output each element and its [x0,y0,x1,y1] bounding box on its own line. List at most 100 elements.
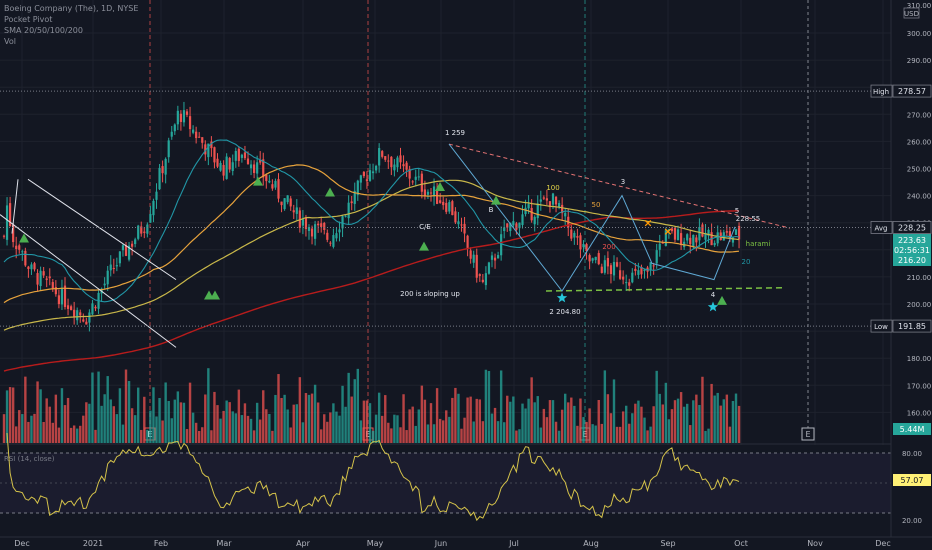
candle-body [521,214,524,225]
volume-bar [518,429,521,443]
volume-bar [329,412,332,443]
volume-bar [33,413,36,443]
candle-body [469,250,472,259]
time-axis[interactable]: Dec 2021 Feb Mar Apr May Jun Jul Aug Sep Oct Nov Dec [0,536,932,548]
candle-body [609,265,613,275]
volume-bar [94,429,97,443]
candle-body [387,160,390,162]
candle-body [472,254,475,263]
volume-bar [377,392,381,443]
price-tick: 250.00 [907,166,932,174]
volume-bar [182,402,186,443]
volume-bar [463,417,466,443]
candle-body [698,227,701,241]
volume-bar [304,393,308,443]
candle-body [411,181,414,183]
volume-bar [676,398,680,443]
volume-bar [161,420,164,443]
volume-bar [194,422,198,443]
volume-bar [542,408,546,443]
volume-bar [701,376,704,443]
candle-body [295,207,298,214]
volume-bar [618,426,622,443]
sma-100-line [3,179,740,331]
legend-symbol[interactable]: Boeing Company (The), 1D, NYSE [4,4,139,13]
candle-body [701,224,704,237]
volume-bar [259,419,262,443]
pocket-pivot-marker [491,195,501,205]
volume-bar [109,399,112,443]
volume-bar [280,397,283,443]
volume-bar [301,422,305,443]
badge-label-box [870,319,893,333]
volume-bar [512,396,515,443]
volume-bar [335,411,338,443]
volume-bar [667,419,671,443]
volume-bar [658,393,661,443]
rsi-line [6,432,740,522]
candle-body [600,266,603,273]
currency-box [903,7,920,19]
candle-body [256,162,259,174]
wave-1-label: 1 259 [445,129,465,137]
time-tick: 2021 [83,539,103,548]
volume-bar [149,410,152,443]
volume-bar [8,387,12,443]
candle-body [603,260,606,273]
candle-body [323,222,326,230]
badge-label: Avg [875,224,888,232]
candle-body [670,228,674,232]
candle-body [48,276,51,279]
volume-bar [609,413,613,443]
volume-bar [27,421,30,443]
candle-body [298,210,301,228]
rsi-background [0,445,891,537]
candle-body [268,180,271,183]
harami-label: harami [746,240,771,248]
badge-value-box [892,84,932,98]
candle-body [85,321,88,325]
candle-body [228,157,231,170]
volume-bar [527,398,530,443]
volume-bar [338,415,341,443]
badge-value: 223.63 [898,236,926,245]
volume-bar [228,402,231,443]
candle-body [173,124,176,132]
candle-body [54,287,57,295]
candle-body [487,262,491,274]
candle-body [57,295,60,305]
volume-bar [365,400,369,443]
volume-bar [198,430,201,443]
trend-drawings[interactable] [0,90,891,348]
volume-bar [191,412,195,443]
volume-bar [399,427,402,443]
candle-body [283,198,286,210]
legend-indicator-vol[interactable]: Vol [4,37,16,46]
volume-bar [438,418,442,443]
volume-bar [646,430,649,443]
volume-bar [564,393,567,443]
pocket-pivot-marker [253,176,263,186]
candle-body [570,229,573,239]
candle-body [118,251,121,264]
candle-body [524,207,527,215]
volume-bar [152,387,155,443]
volume-bar [237,389,241,443]
resistance-trendline [448,143,791,229]
volume-bar [524,408,527,443]
volume-bar [155,416,158,443]
volume-bar [179,402,183,443]
time-tick: Mar [216,539,232,548]
pocket-pivot-marker [325,187,335,197]
candle-body [182,110,186,123]
volume-bar [219,418,222,443]
candle-body [234,150,237,161]
candle-body [695,237,698,243]
candle-body [36,273,39,285]
legend-indicator-sma[interactable]: SMA 20/50/100/200 [4,26,83,35]
candle-body [253,164,256,173]
candle-body [515,223,518,230]
legend-indicator-pocket-pivot[interactable]: Pocket Pivot [4,15,53,24]
